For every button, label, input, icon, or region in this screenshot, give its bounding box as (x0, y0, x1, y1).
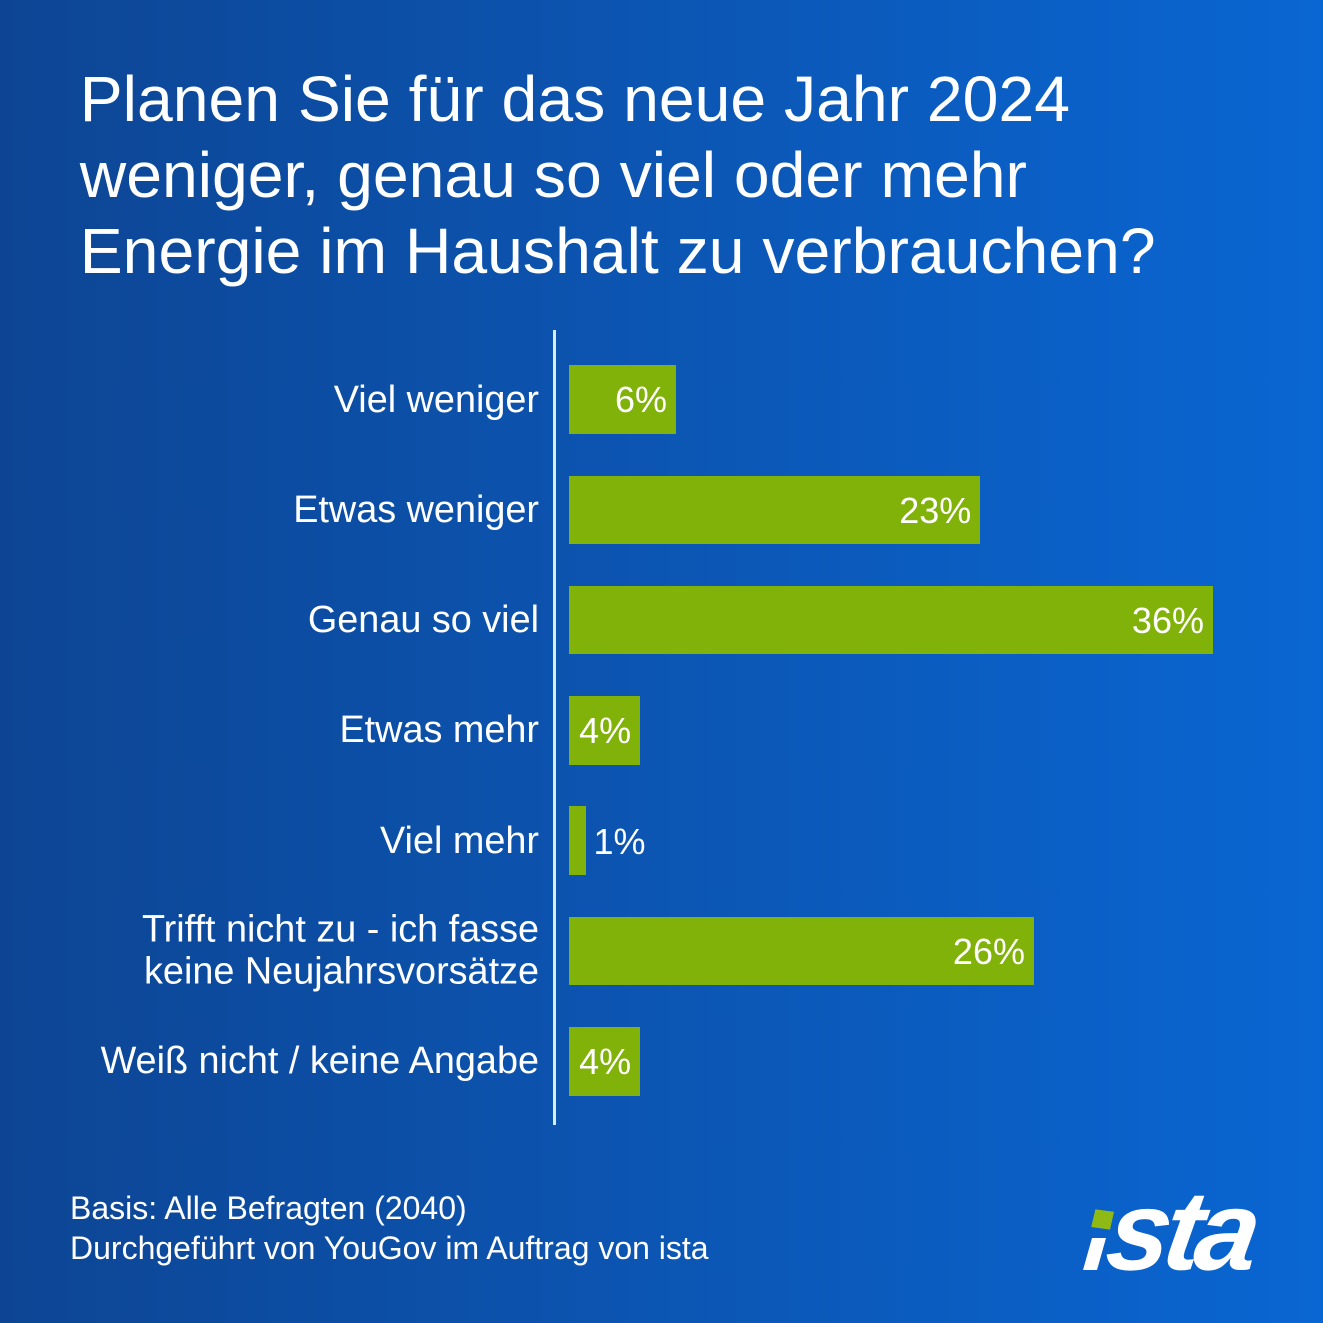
svg-text:sta: sta (1099, 1168, 1266, 1290)
